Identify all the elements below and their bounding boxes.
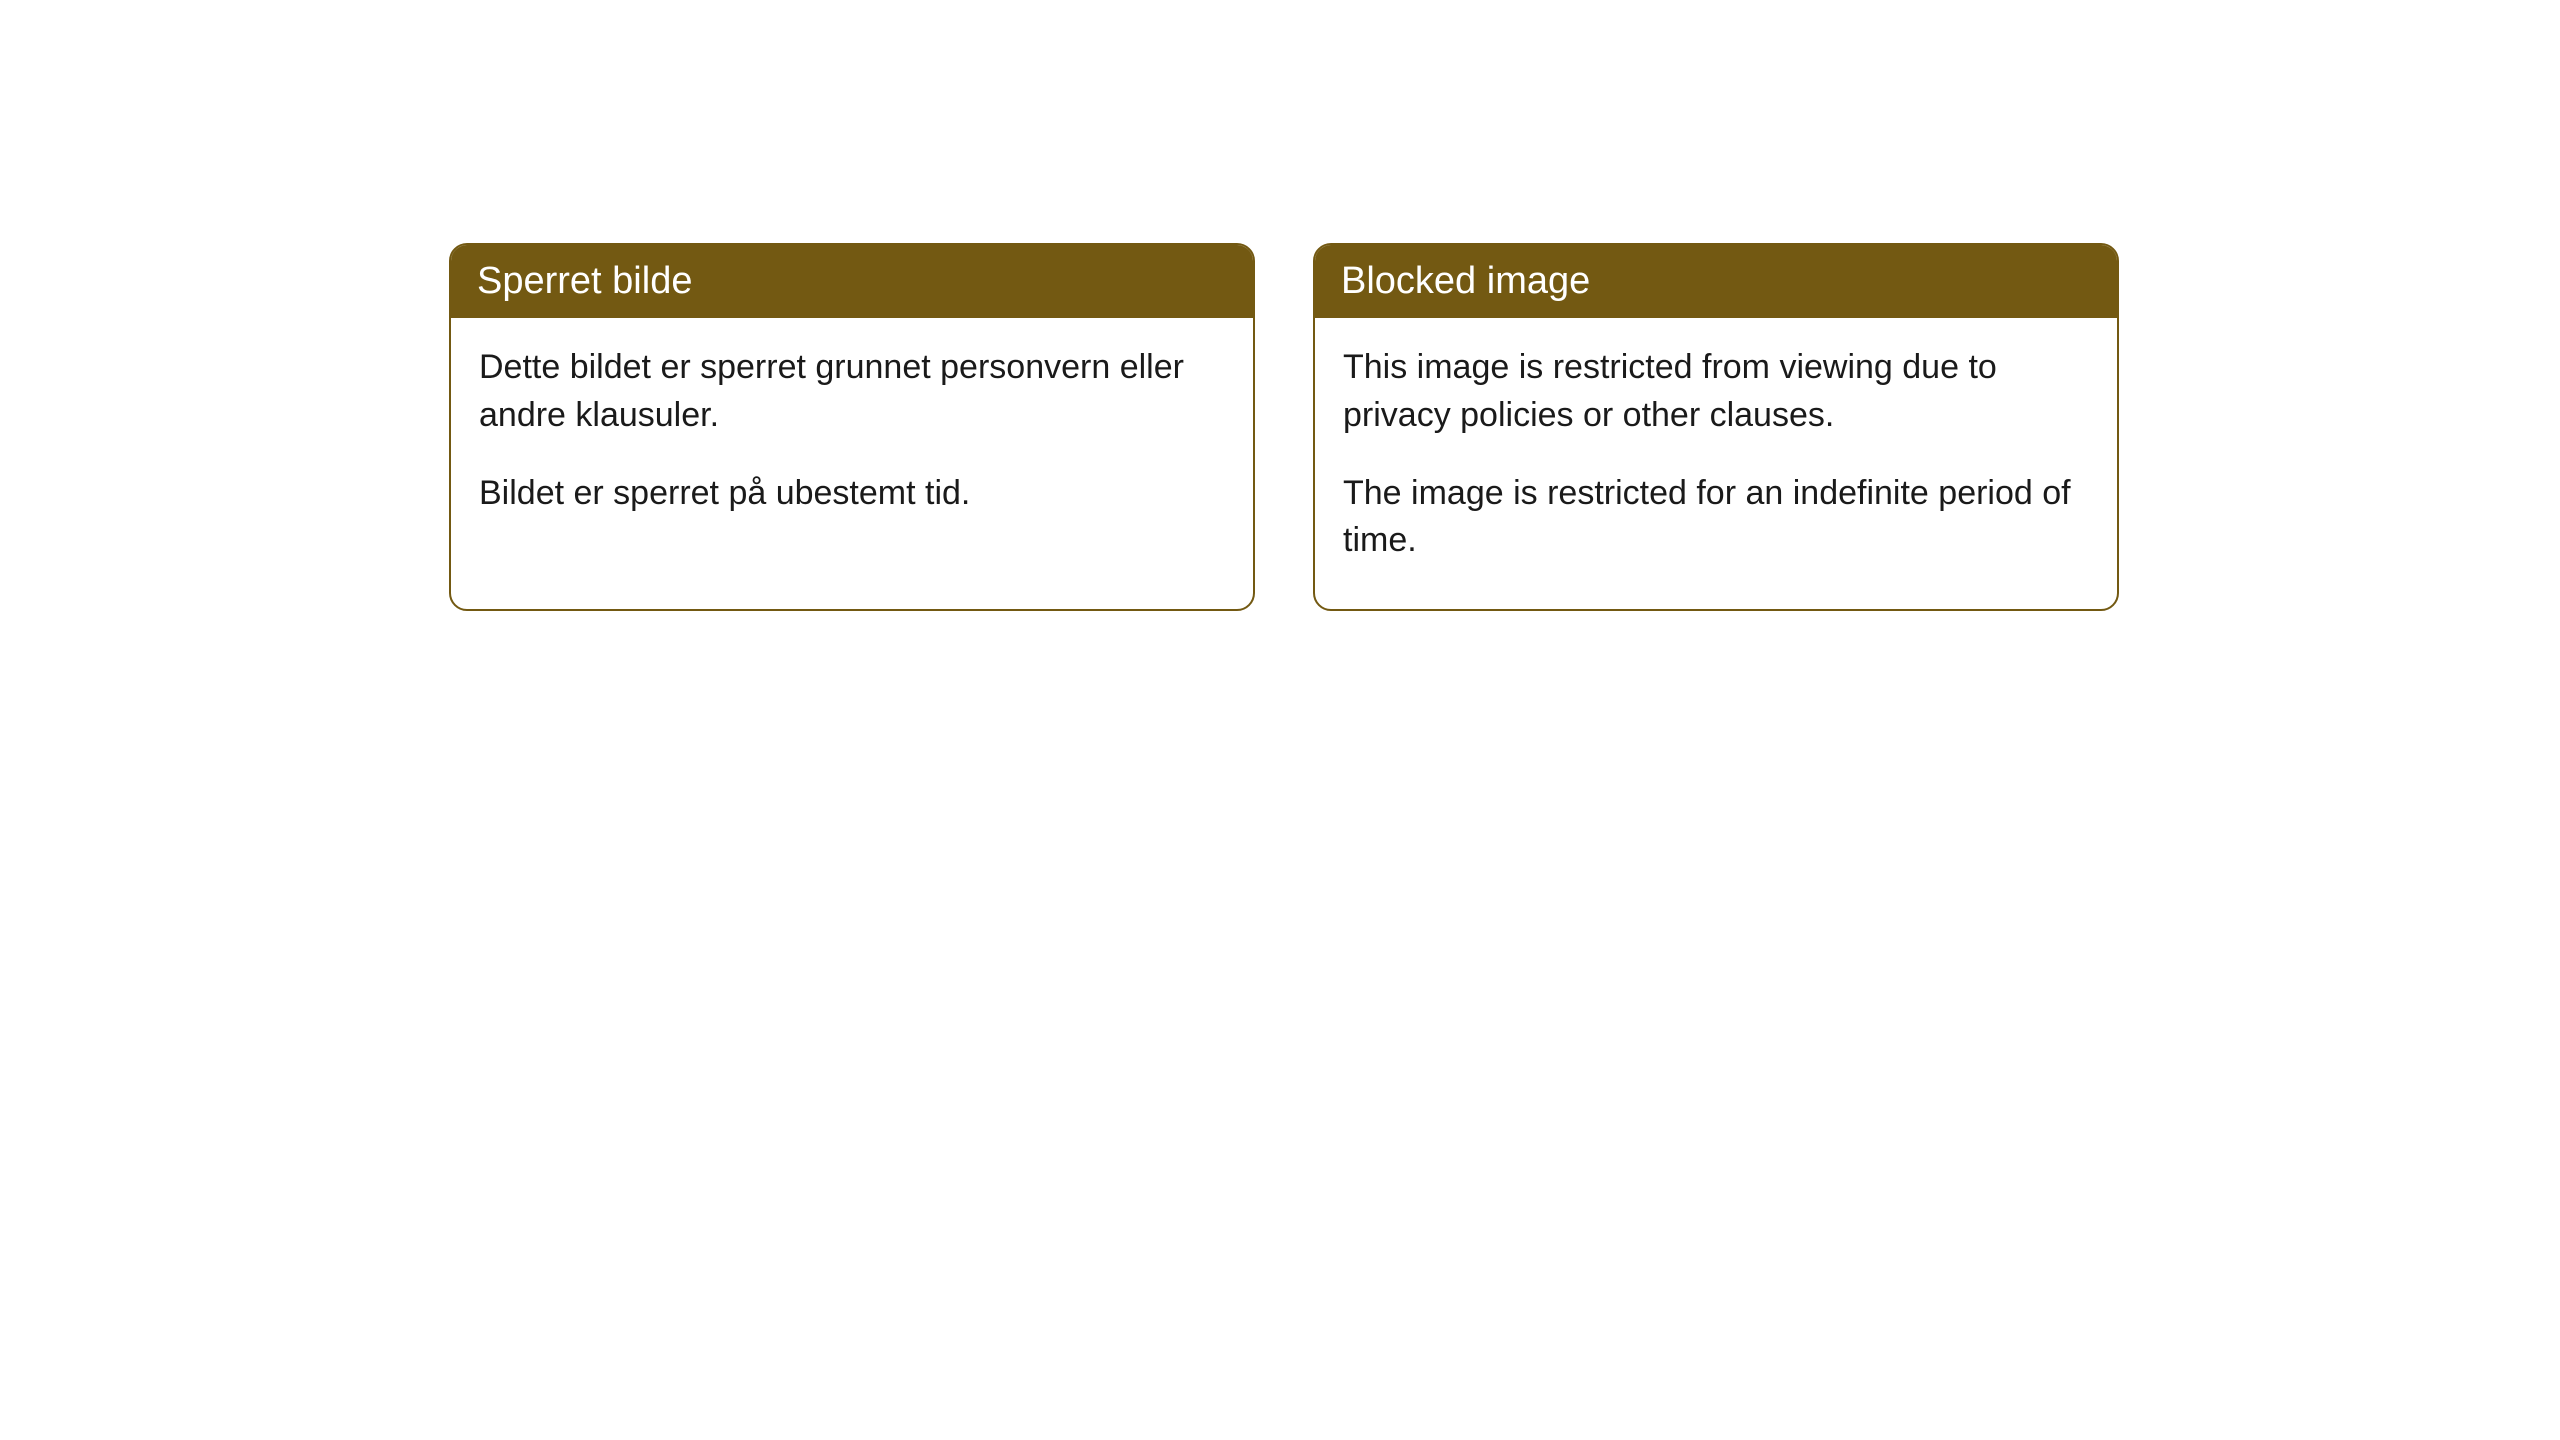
notice-cards-container: Sperret bilde Dette bildet er sperret gr… — [449, 243, 2560, 611]
notice-card-norwegian: Sperret bilde Dette bildet er sperret gr… — [449, 243, 1255, 611]
card-header: Blocked image — [1315, 245, 2117, 318]
card-body: Dette bildet er sperret grunnet personve… — [451, 318, 1253, 561]
notice-paragraph: This image is restricted from viewing du… — [1343, 344, 2089, 439]
card-body: This image is restricted from viewing du… — [1315, 318, 2117, 608]
notice-paragraph: Bildet er sperret på ubestemt tid. — [479, 470, 1225, 518]
card-title: Blocked image — [1341, 260, 1590, 302]
notice-paragraph: The image is restricted for an indefinit… — [1343, 470, 2089, 565]
notice-card-english: Blocked image This image is restricted f… — [1313, 243, 2119, 611]
card-title: Sperret bilde — [477, 260, 692, 302]
notice-paragraph: Dette bildet er sperret grunnet personve… — [479, 344, 1225, 439]
card-header: Sperret bilde — [451, 245, 1253, 318]
